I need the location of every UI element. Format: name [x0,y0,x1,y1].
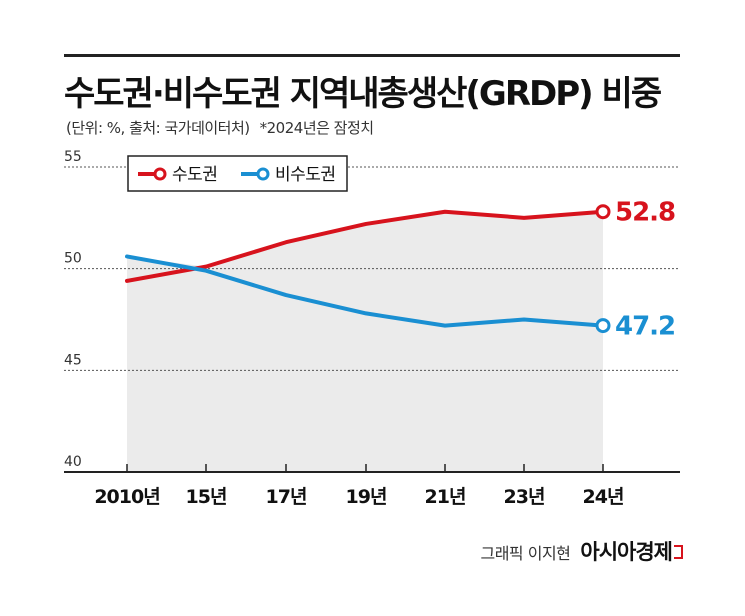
publisher-logo: 아시아경제 [580,540,673,564]
x-tick-label-5: 23년 [504,486,545,508]
end-value-label-capital: 52.8 [615,198,675,228]
chart-subtitle: (단위: %, 출처: 국가데이터처) *2024년은 잠정치 [66,117,374,138]
x-tick-label-6: 24년 [583,486,624,508]
series-line-noncapital [125,254,605,328]
x-tick-label-0: 2010년 [94,486,159,508]
plot-area-fill [127,211,603,472]
legend-marker-capital [153,167,167,181]
legend-box [127,155,348,192]
unit-source: (단위: %, 출처: 국가데이터처) [66,119,250,137]
graphic-author: 그래픽 이지현 [480,544,571,563]
top-rule [64,54,680,57]
x-tick-label-2: 17년 [266,486,307,508]
credit: 그래픽 이지현 아시아경제 [480,536,683,566]
chart-title: 수도권·비수도권 지역내총생산(GRDP) 비중 [64,74,662,114]
y-tick-label-50: 50 [64,251,82,267]
y-tick-label-55: 55 [64,149,82,165]
legend-label-noncapital: 비수도권 [275,165,336,185]
legend-label-capital: 수도권 [172,165,217,185]
x-tick-label-4: 21년 [425,486,466,508]
logo-mark-icon [674,545,683,559]
provisional-note: *2024년은 잠정치 [259,119,374,137]
end-marker-noncapital [595,318,611,334]
x-tick-label-1: 15년 [186,486,227,508]
end-value-label-noncapital: 47.2 [615,312,675,342]
series-line-capital [125,209,605,283]
y-tick-label-45: 45 [64,352,82,368]
legend-marker-noncapital [256,167,270,181]
end-marker-capital [595,204,611,220]
x-tick-label-3: 19년 [346,486,387,508]
y-tick-label-40: 40 [64,454,82,470]
